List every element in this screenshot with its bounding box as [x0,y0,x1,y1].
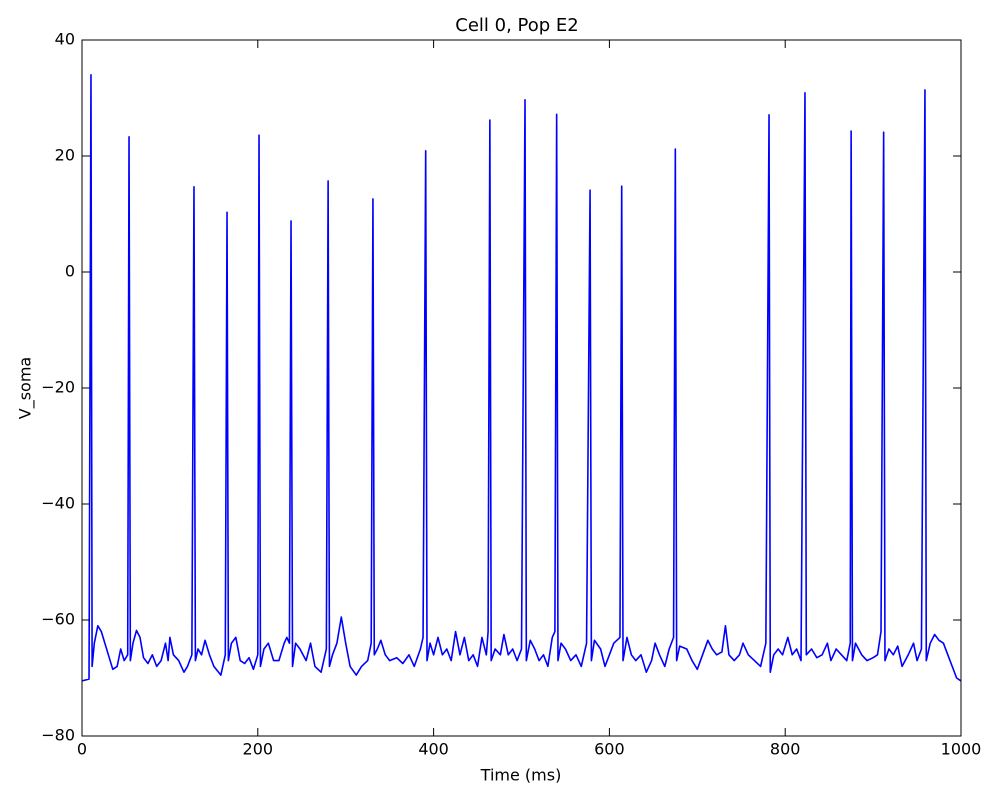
y-tick-label: −60 [41,610,75,629]
y-tick-label: 20 [55,146,75,165]
x-tick-label: 200 [243,740,274,759]
data-line [81,74,962,682]
x-tick-label: 400 [418,740,449,759]
y-tick-label: 40 [55,30,75,49]
y-tick-label: 0 [65,262,75,281]
y-axis-label: V_soma [16,357,36,419]
x-tick-label: 1000 [941,740,982,759]
y-tick-label: −40 [41,494,75,513]
chart-title: Cell 0, Pop E2 [455,15,578,36]
y-tick-label: −80 [41,726,75,745]
x-tick-label: 0 [77,740,87,759]
y-tick-label: −20 [41,378,75,397]
x-tick-label: 800 [770,740,801,759]
x-tick-label: 600 [594,740,625,759]
x-axis-label: Time (ms) [480,766,562,785]
